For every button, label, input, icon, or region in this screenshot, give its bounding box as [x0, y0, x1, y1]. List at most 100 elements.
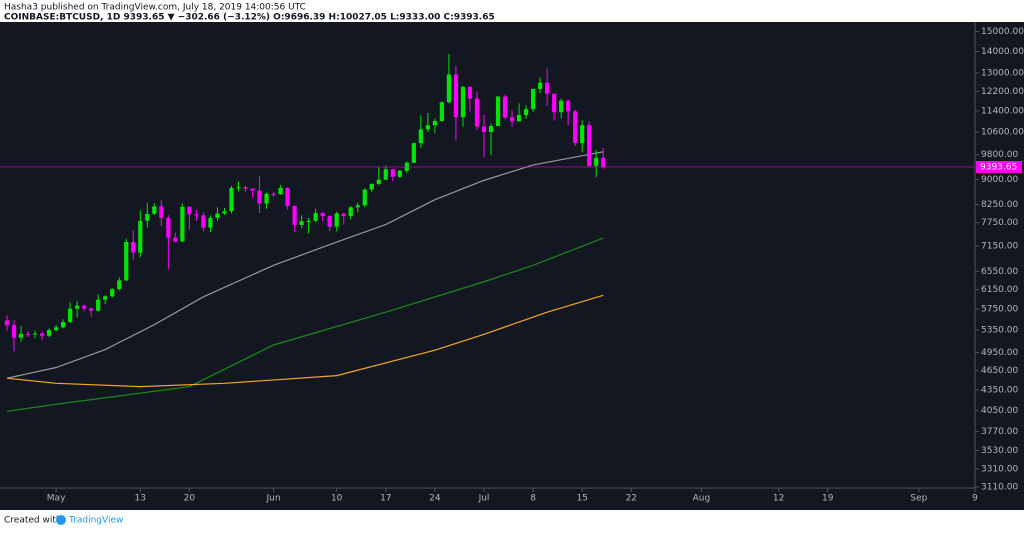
y-tick-label: 13000.00: [981, 68, 1024, 78]
candle-body: [11, 325, 17, 338]
y-tick-label: 8250.00: [981, 200, 1018, 210]
candle-body: [271, 193, 276, 195]
candle-body: [285, 187, 290, 207]
y-tick-label: 6150.00: [981, 285, 1018, 295]
candle-body: [264, 193, 269, 204]
candle-body: [538, 82, 543, 89]
candle-body: [509, 117, 515, 122]
x-tick-label: 20: [184, 494, 196, 504]
y-tick-label: 15000.00: [981, 27, 1024, 37]
candle-body: [250, 188, 255, 191]
y-tick-label: 9000.00: [981, 175, 1018, 185]
candle-body: [278, 187, 283, 195]
candle-body: [376, 179, 381, 184]
x-tick-label: 19: [822, 494, 834, 504]
x-tick-label: 17: [380, 494, 391, 504]
candle-body: [516, 115, 522, 122]
candle-body: [355, 205, 360, 208]
y-tick-label: 3310.00: [981, 465, 1018, 475]
x-tick-label: 10: [331, 494, 343, 504]
candle-body: [82, 305, 87, 309]
candle-body: [580, 125, 585, 144]
x-tick-label: 24: [429, 494, 441, 504]
candle-body: [145, 213, 150, 221]
x-tick-label: Jun: [266, 494, 281, 504]
candle-body: [439, 102, 445, 122]
x-tick-label: 15: [576, 494, 587, 504]
candle-body: [75, 305, 80, 309]
candle-body: [341, 213, 346, 217]
footer-brand[interactable]: TradingView: [68, 516, 123, 526]
candle-body: [180, 206, 185, 242]
candle-body: [39, 333, 45, 336]
y-tick-label: 3110.00: [981, 483, 1018, 493]
candle-body: [411, 143, 416, 163]
y-tick-label: 4950.00: [981, 348, 1018, 358]
candle-body: [552, 93, 557, 113]
candle-body: [481, 126, 487, 133]
last-price-box: [976, 161, 1022, 174]
y-tick-label: 6550.00: [981, 267, 1018, 277]
candle-body: [159, 206, 164, 218]
candle-body: [173, 237, 178, 242]
symbol-info: COINBASE:BTCUSD, 1D 9393.65 ▼ −302.66 (−…: [4, 13, 495, 23]
candle-body: [573, 111, 578, 144]
candle-body: [488, 126, 494, 133]
candle-body: [201, 215, 206, 228]
candle-body: [299, 221, 304, 225]
candle-body: [495, 96, 501, 127]
y-tick-label: 7150.00: [981, 242, 1018, 252]
moving-average: [6, 237, 604, 412]
brand-logo: [56, 515, 66, 525]
candle-body: [397, 170, 402, 177]
x-tick-label: 8: [530, 494, 536, 504]
y-tick-label: 9800.00: [981, 150, 1018, 160]
candle-body: [96, 299, 101, 311]
candle-body: [32, 333, 38, 335]
candle-body: [54, 327, 59, 330]
candle-body: [425, 125, 430, 130]
candle-body: [208, 217, 213, 228]
candle-body: [89, 308, 94, 311]
candle-body: [306, 220, 311, 222]
publish-info: Hasha3 published on TradingView.com, Jul…: [4, 3, 306, 13]
candle-body: [601, 157, 606, 168]
y-tick-label: 4650.00: [981, 366, 1018, 376]
moving-average: [6, 151, 604, 379]
y-tick-label: 3770.00: [981, 427, 1018, 437]
candle-body: [103, 296, 108, 300]
chart-background: [0, 22, 1024, 510]
x-tick-label: 9: [972, 494, 978, 504]
y-tick-label: 10600.00: [981, 128, 1024, 138]
candle-body: [292, 206, 297, 225]
x-tick-label: 12: [773, 494, 784, 504]
candle-body: [166, 217, 171, 238]
candle-body: [587, 125, 592, 166]
candle-body: [313, 213, 318, 221]
candle-body: [110, 289, 115, 297]
x-tick-label: May: [47, 494, 66, 504]
candle-body: [4, 320, 10, 326]
candle-body: [61, 321, 66, 328]
candle-body: [348, 207, 353, 217]
candle-body: [502, 96, 508, 118]
x-tick-label: Jul: [478, 494, 490, 504]
candle-body: [559, 100, 564, 113]
y-tick-label: 11400.00: [981, 106, 1024, 116]
y-tick-label: 5350.00: [981, 325, 1018, 335]
candle-body: [117, 280, 122, 290]
candle-body: [257, 190, 262, 204]
candle-body: [18, 333, 24, 338]
candle-body: [566, 100, 571, 112]
candle-body: [131, 242, 136, 253]
candle-body: [46, 329, 52, 336]
candle-body: [460, 86, 466, 118]
candle-body: [530, 88, 536, 110]
candle-body: [362, 189, 367, 206]
candle-body: [222, 211, 227, 214]
candle-body: [187, 206, 192, 215]
candle-body: [418, 129, 423, 144]
last-price-label: 9393.65: [980, 163, 1017, 173]
x-tick-label: Sep: [910, 494, 927, 504]
candle-body: [432, 121, 437, 126]
